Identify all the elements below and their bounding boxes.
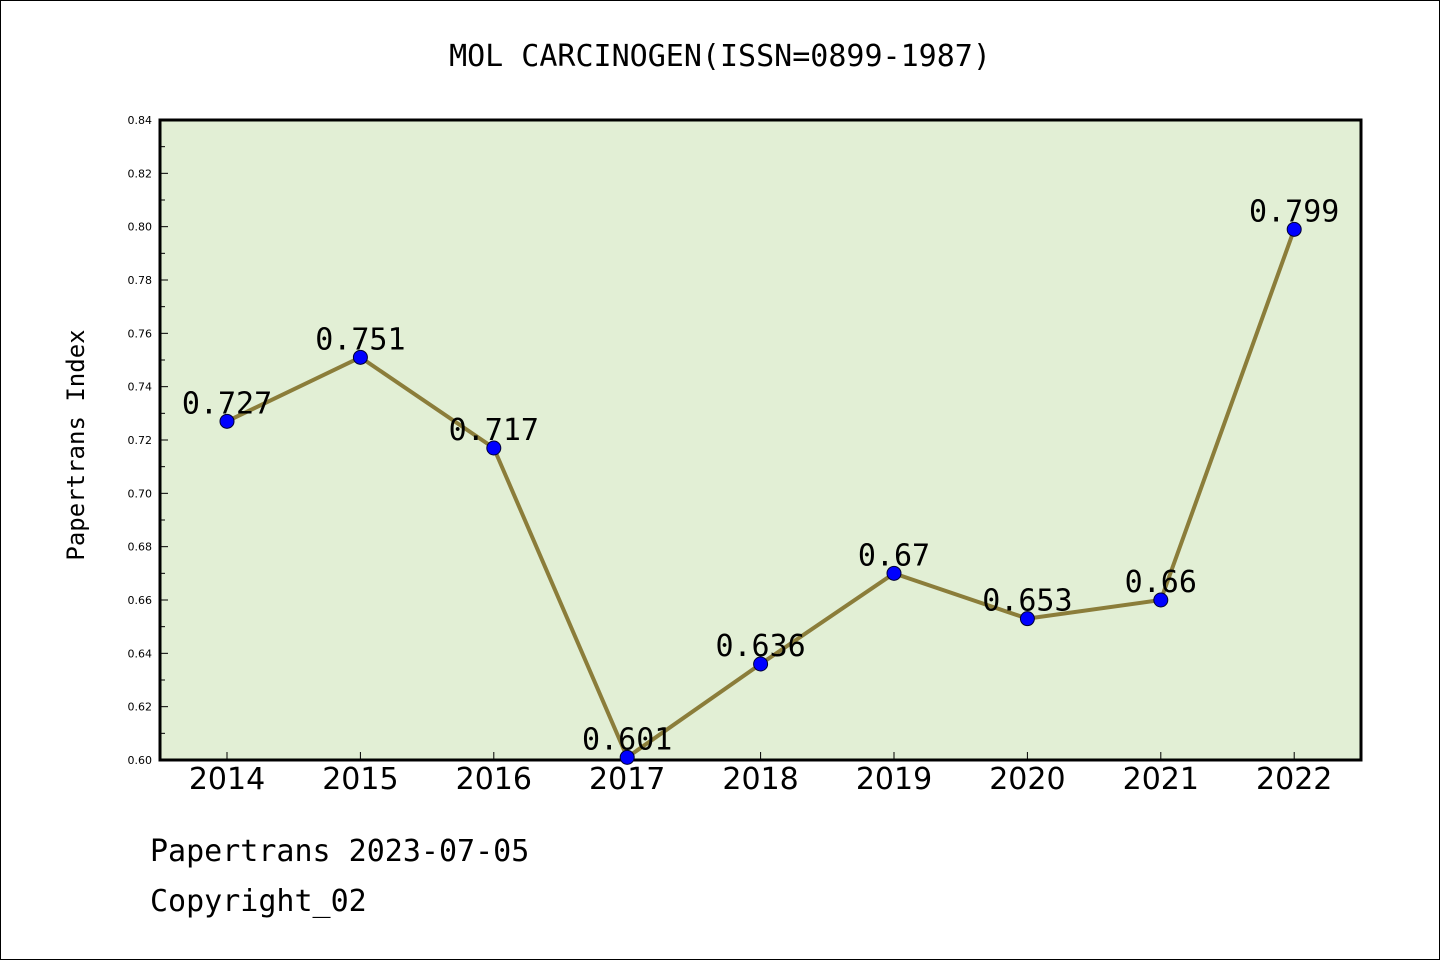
data-points [219,221,1302,765]
x-tick-label: 2020 [989,762,1065,797]
data-point[interactable] [619,749,635,765]
footer-date: Papertrans 2023-07-05 [150,834,530,869]
data-label: 0.601 [582,722,672,757]
data-label: 0.799 [1249,194,1339,229]
y-axis: 0.60 0.62 0.64 0.66 0.68 0.70 0.72 0.74 0.76 0.78… [128,114,168,767]
y-tick-label: 0.72 [128,434,153,447]
x-tick-label: 2022 [1256,762,1332,797]
data-point[interactable] [1153,592,1169,608]
y-tick-label: 0.74 [128,381,153,394]
data-point[interactable] [486,440,502,456]
y-tick-label: 0.68 [128,541,153,554]
x-tick-label: 2014 [189,762,265,797]
y-tick-label: 0.64 [128,647,153,660]
plot-area [158,118,1363,762]
y-tick-label: 0.80 [128,221,153,234]
data-point[interactable] [886,565,902,581]
data-label: 0.727 [182,386,272,421]
data-label: 0.717 [449,413,539,448]
y-tick-label: 0.78 [128,274,153,287]
data-point[interactable] [1286,221,1302,237]
x-tick-label: 2017 [589,762,665,797]
x-tick-label: 2018 [722,762,798,797]
data-point[interactable] [219,413,235,429]
x-tick-label: 2015 [322,762,398,797]
data-label: 0.66 [1125,565,1197,600]
data-labels: 0.727 0.751 0.717 0.601 0.636 0.67 0.653 0.66 0.… [182,194,1340,757]
y-tick-label: 0.66 [128,594,153,607]
y-tick-label: 0.84 [128,114,153,127]
data-label: 0.751 [315,322,405,357]
data-label: 0.67 [858,538,930,573]
data-label: 0.653 [982,584,1072,619]
data-point[interactable] [1019,611,1035,627]
y-tick-label: 0.82 [128,167,153,180]
data-point[interactable] [753,656,769,672]
data-point[interactable] [352,349,368,365]
chart-title: MOL CARCINOGEN(ISSN=0899-1987) [449,39,991,74]
footer-copyright: Copyright_02 [150,884,367,919]
y-tick-label: 0.70 [128,487,153,500]
y-axis-label: Papertrans Index [62,329,90,560]
x-tick-label: 2021 [1123,762,1199,797]
x-tick-label: 2016 [456,762,532,797]
data-label: 0.636 [715,629,805,664]
y-tick-label: 0.76 [128,327,153,340]
x-tick-label: 2019 [856,762,932,797]
x-axis: 2014 2015 2016 2017 2018 2019 2020 2021 2022 [189,752,1332,797]
y-tick-label: 0.60 [128,754,153,767]
y-tick-label: 0.62 [128,701,153,714]
